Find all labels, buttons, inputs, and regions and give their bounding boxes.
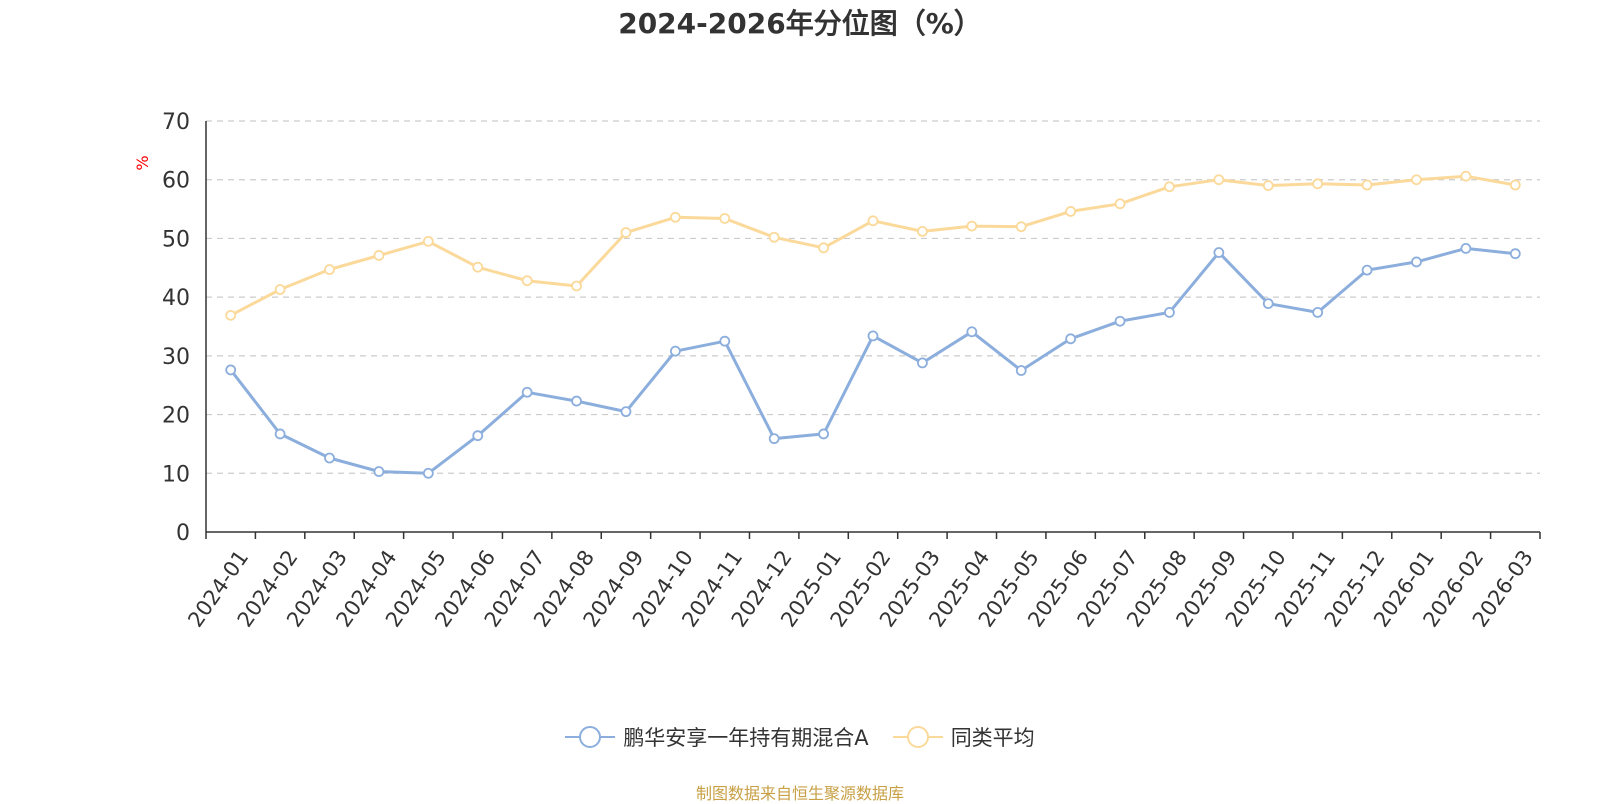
data-point — [1164, 181, 1175, 193]
legend-line-circle-icon — [565, 726, 616, 748]
data-point — [571, 280, 582, 292]
data-point — [867, 215, 879, 227]
data-point — [1312, 178, 1324, 190]
data-point — [422, 467, 434, 479]
data-point — [768, 231, 780, 243]
data-point — [373, 466, 385, 477]
data-point — [818, 428, 829, 440]
legend-item-series-b[interactable]: 同类平均 — [892, 722, 1035, 752]
data-point — [1065, 206, 1077, 217]
series-line-1 — [229, 246, 1516, 475]
data-point — [966, 220, 978, 232]
data-point — [571, 395, 582, 407]
data-point — [867, 330, 879, 342]
data-point — [1509, 179, 1521, 191]
data-point — [225, 364, 237, 376]
data-point — [1460, 170, 1472, 182]
data-point — [472, 430, 484, 442]
data-point — [719, 335, 731, 347]
data-point — [768, 433, 780, 445]
legend-item-series-a[interactable]: 鹏华安享一年持有期混合A — [565, 722, 869, 752]
data-point — [669, 211, 681, 223]
data-point — [719, 213, 731, 224]
y-axis-unit-label: % — [133, 155, 152, 170]
y-tick-label: 0 — [176, 521, 190, 546]
data-point — [1164, 307, 1175, 318]
data-point — [1509, 248, 1521, 260]
series-line-2 — [230, 174, 1516, 317]
data-point — [422, 235, 434, 247]
data-point — [1411, 256, 1422, 268]
data-point — [1213, 174, 1225, 186]
data-point — [225, 309, 237, 321]
data-point — [1114, 315, 1126, 327]
data-point — [1015, 221, 1027, 233]
y-tick-label: 50 — [162, 227, 190, 252]
data-point — [1213, 247, 1225, 258]
data-point — [620, 227, 632, 238]
legend: 鹏华安享一年持有期混合A 同类平均 — [0, 722, 1600, 752]
data-point — [521, 275, 533, 287]
data-point — [472, 261, 484, 273]
source-note: 制图数据来自恒生聚源数据库 — [695, 784, 904, 803]
legend-label-series-a: 鹏华安享一年持有期混合A — [623, 726, 869, 750]
data-point — [324, 452, 335, 464]
data-point — [274, 284, 286, 295]
y-tick-label: 60 — [162, 169, 190, 194]
legend-label-series-b: 同类平均 — [950, 726, 1035, 750]
y-tick-label: 10 — [162, 462, 190, 487]
data-point — [274, 428, 286, 440]
data-point — [620, 406, 632, 418]
data-point — [1114, 198, 1126, 210]
y-tick-label: 30 — [162, 345, 190, 370]
data-point — [818, 242, 829, 254]
data-point — [1460, 243, 1472, 254]
data-point — [966, 326, 978, 338]
data-point — [1361, 264, 1373, 276]
data-point — [917, 357, 928, 369]
y-tick-label: 20 — [162, 404, 190, 429]
data-point — [1262, 298, 1274, 310]
y-tick-label: 40 — [162, 286, 190, 311]
data-point — [1262, 180, 1274, 191]
data-point — [917, 225, 928, 237]
data-point — [1065, 333, 1077, 345]
data-point — [669, 345, 681, 357]
y-tick-label: 70 — [162, 110, 190, 135]
data-point — [1312, 307, 1324, 318]
data-point — [1015, 365, 1027, 376]
data-point — [1361, 179, 1373, 191]
data-point — [521, 386, 533, 398]
chart-title: 2024-2026年分位图（%） — [618, 7, 982, 40]
data-point — [373, 250, 385, 261]
data-point — [1411, 174, 1422, 186]
data-point — [324, 264, 335, 275]
legend-line-circle-icon — [892, 726, 943, 748]
